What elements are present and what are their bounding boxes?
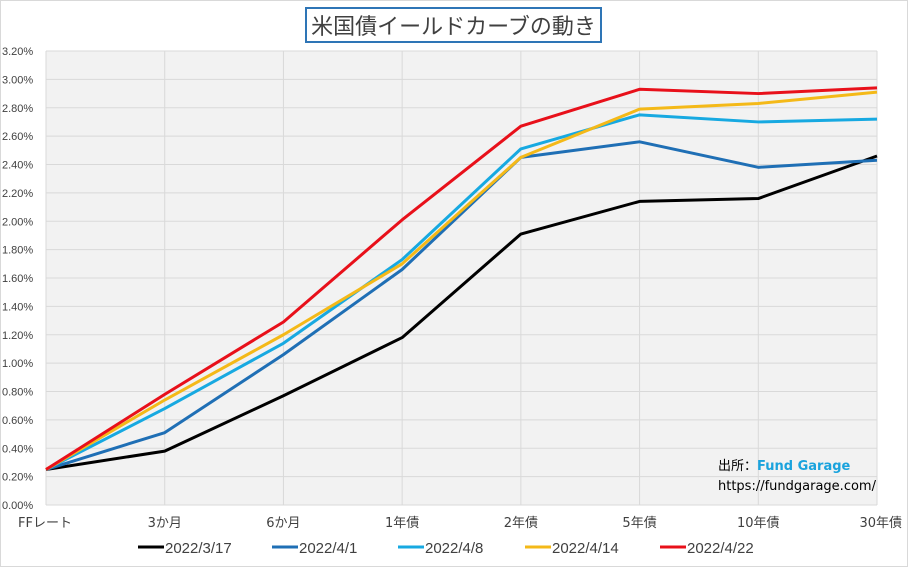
- x-tick-label: 3か月: [148, 516, 182, 531]
- series-line-2022-4-14: [45, 90, 878, 471]
- series-line-2022-4-1: [45, 140, 878, 471]
- source-url: https://fundgarage.com/: [718, 479, 876, 494]
- x-tick-label: 1年債: [385, 516, 419, 531]
- y-tick-label: 0.20%: [2, 472, 33, 484]
- x-tick-label: 5年債: [622, 516, 656, 531]
- series-line-2022-4-22: [45, 86, 878, 471]
- x-tick-label: 10年債: [737, 516, 780, 531]
- x-tick-label: 2年債: [504, 516, 538, 531]
- y-tick-label: 3.00%: [2, 74, 33, 86]
- x-tick-label: FFレート: [18, 516, 72, 531]
- y-tick-label: 2.60%: [2, 131, 33, 143]
- y-tick-label: 0.60%: [2, 415, 33, 427]
- x-tick-label: 6か月: [266, 516, 300, 531]
- source-brand: Fund Garage: [757, 459, 851, 474]
- series-line-2022-3-17: [45, 154, 878, 472]
- y-tick-label: 0.00%: [2, 500, 33, 512]
- series-line-2022-4-8: [45, 113, 878, 471]
- y-tick-label: 0.80%: [2, 387, 33, 399]
- y-tick-label: 1.60%: [2, 273, 33, 285]
- legend-label: 2022/4/1: [299, 540, 357, 557]
- y-tick-label: 2.20%: [2, 188, 33, 200]
- legend-label: 2022/4/14: [552, 540, 619, 557]
- legend-label: 2022/4/8: [425, 540, 483, 557]
- legend-label: 2022/4/22: [687, 540, 754, 557]
- y-tick-label: 1.20%: [2, 330, 33, 342]
- source-label: 出所：: [718, 459, 758, 474]
- y-tick-label: 1.80%: [2, 245, 33, 257]
- source-note: 出所：Fund Garage: [718, 455, 850, 474]
- x-tick-label: 30年債: [859, 516, 902, 531]
- y-tick-label: 2.80%: [2, 103, 33, 115]
- chart-title: 米国債イールドカーブの動き: [305, 7, 602, 43]
- y-tick-label: 1.00%: [2, 358, 33, 370]
- y-tick-label: 2.40%: [2, 160, 33, 172]
- y-tick-label: 3.20%: [2, 46, 33, 58]
- y-tick-label: 2.00%: [2, 216, 33, 228]
- legend-label: 2022/3/17: [165, 540, 232, 557]
- y-tick-label: 0.40%: [2, 443, 33, 455]
- y-tick-label: 1.40%: [2, 301, 33, 313]
